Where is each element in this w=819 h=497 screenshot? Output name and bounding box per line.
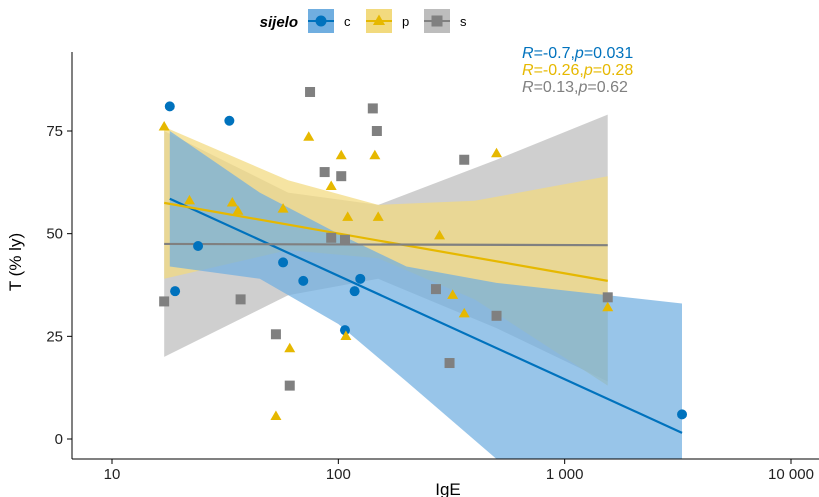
data-point-s	[305, 86, 316, 97]
axes: 0 25 50 75 10 100 1 000 10 000 T (% ly) IgE	[6, 52, 819, 497]
data-point-p	[226, 196, 238, 207]
data-point-p	[340, 330, 352, 340]
data-points	[158, 86, 688, 421]
data-point-s	[339, 234, 350, 245]
legend-key-marker-p	[372, 14, 386, 25]
y-tick-label: 50	[46, 226, 63, 243]
data-point-s	[371, 126, 382, 136]
x-tick-label: 100	[326, 466, 351, 483]
data-point-s	[367, 103, 378, 114]
data-point-p	[270, 410, 282, 421]
data-point-s	[444, 358, 455, 369]
data-point-p	[458, 307, 470, 318]
data-point-s	[235, 294, 246, 305]
fit-line-p	[163, 201, 608, 282]
data-point-s	[326, 232, 337, 243]
legend-label-p: p	[402, 14, 409, 29]
legend-key-marker-c	[315, 15, 327, 27]
data-point-s	[459, 154, 470, 165]
data-point-c	[170, 286, 181, 297]
legend: sijelo c p s	[260, 9, 467, 33]
data-point-s	[270, 329, 281, 340]
x-axis-title: IgE	[435, 480, 461, 497]
data-point-p	[232, 205, 244, 215]
regression-lines	[163, 197, 683, 434]
annotation-s: R=0.13,p=0.62	[522, 79, 628, 96]
data-point-c	[355, 273, 366, 284]
data-point-s	[430, 284, 441, 295]
data-point-p	[447, 289, 459, 299]
data-point-c	[224, 115, 235, 126]
legend-label-s: s	[460, 14, 467, 29]
data-point-c	[193, 240, 204, 251]
data-point-c	[278, 257, 289, 268]
legend-label-c: c	[344, 14, 351, 29]
data-point-p	[491, 147, 503, 158]
data-point-p	[284, 342, 296, 353]
data-point-p	[158, 121, 170, 131]
data-point-c	[349, 286, 360, 297]
x-tick-label: 1 000	[546, 466, 584, 483]
y-axis-title: T (% ly)	[6, 233, 25, 291]
x-tick-label: 10 000	[768, 466, 814, 483]
data-point-p	[325, 180, 337, 191]
y-tick-label: 25	[46, 328, 63, 345]
data-point-p	[602, 301, 614, 312]
data-point-p	[303, 131, 315, 141]
data-point-p	[277, 203, 289, 213]
data-point-c	[677, 409, 688, 420]
data-point-c	[339, 325, 350, 336]
y-tick-label: 75	[46, 123, 63, 140]
fit-line-c	[169, 197, 683, 434]
data-point-c	[164, 101, 175, 112]
data-point-s	[319, 167, 330, 178]
data-point-s	[602, 292, 613, 303]
annotation-c: R=-0.7,p=0.031	[522, 45, 633, 62]
data-point-p	[184, 194, 196, 205]
data-point-s	[336, 171, 347, 182]
data-point-p	[434, 229, 446, 240]
data-point-p	[342, 211, 354, 221]
x-tick-label: 10	[104, 466, 121, 483]
fit-line-s	[164, 242, 608, 247]
data-point-s	[159, 296, 170, 307]
y-tick-label: 0	[55, 431, 63, 448]
confidence-bands	[164, 114, 683, 459]
ci-band-c	[169, 131, 683, 459]
data-point-p	[372, 211, 384, 221]
legend-key-marker-s	[431, 15, 443, 27]
legend-title: sijelo	[260, 14, 298, 31]
correlation-annotations: R=-0.7,p=0.031R=-0.26,p=0.28R=0.13,p=0.6…	[522, 45, 633, 96]
data-point-c	[298, 275, 309, 286]
data-point-s	[284, 380, 295, 391]
ci-band-p	[164, 126, 608, 386]
annotation-p: R=-0.26,p=0.28	[522, 62, 633, 79]
data-point-p	[369, 149, 381, 160]
data-point-s	[491, 310, 502, 321]
data-point-p	[335, 149, 347, 160]
